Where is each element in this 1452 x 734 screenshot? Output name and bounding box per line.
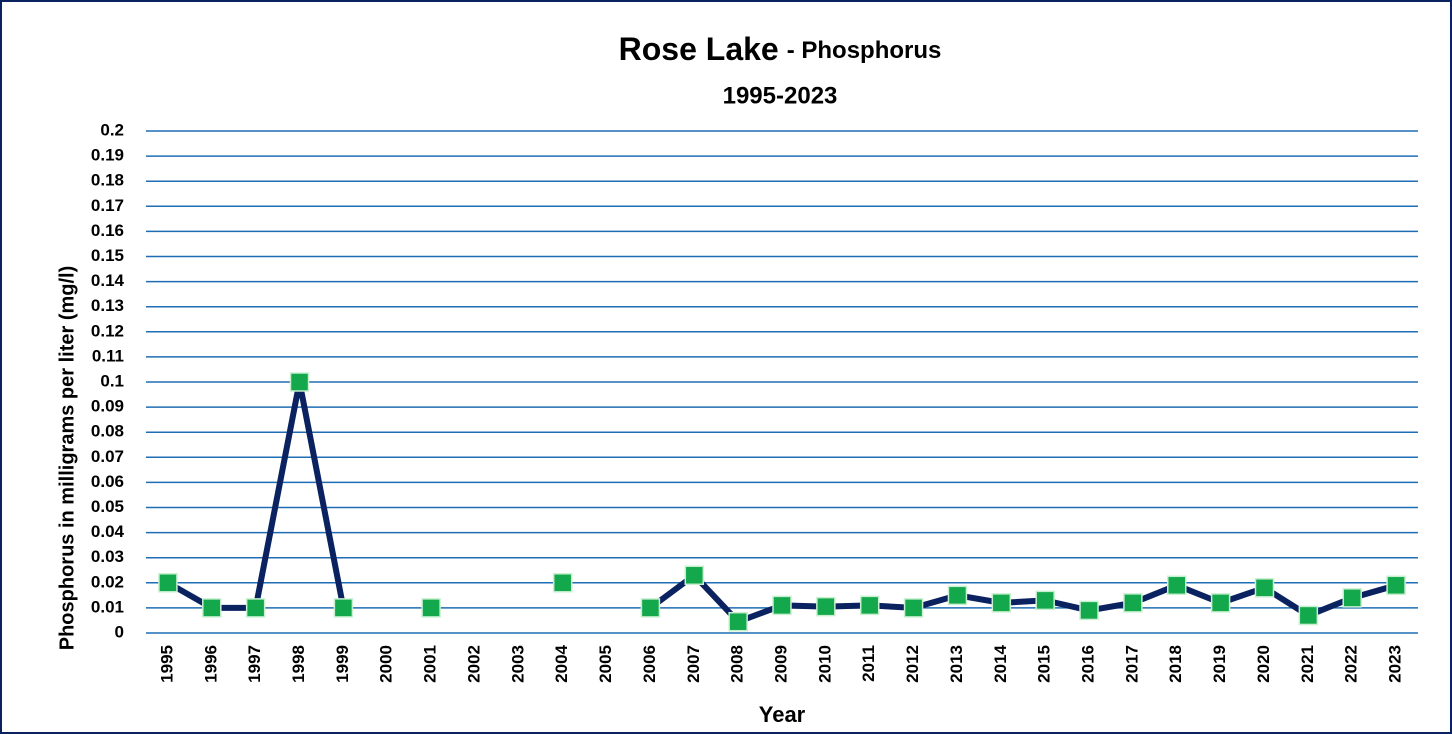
data-point — [333, 598, 354, 618]
x-tick-label: 2007 — [684, 645, 703, 683]
x-tick-label: 1995 — [157, 645, 176, 683]
x-tick-label: 2000 — [377, 645, 396, 683]
y-tick-label: 0 — [115, 622, 124, 641]
y-tick-label: 0.14 — [91, 271, 125, 290]
data-point — [1035, 590, 1055, 611]
x-tick-label: 2002 — [464, 645, 483, 683]
x-tick-label: 2016 — [1079, 645, 1098, 683]
y-tick-label: 0.04 — [91, 522, 125, 541]
data-point — [1210, 593, 1231, 613]
y-tick-label: 0.11 — [92, 346, 124, 365]
data-point — [816, 596, 836, 617]
data-point — [1123, 593, 1143, 613]
x-tick-label: 2017 — [1122, 645, 1141, 683]
data-point — [991, 593, 1012, 613]
y-tick-label: 0.02 — [91, 572, 124, 591]
x-tick-label: 2014 — [991, 644, 1010, 682]
data-point — [1254, 578, 1275, 598]
chart-title: Rose Lake - Phosphorus — [619, 31, 942, 67]
y-tick-label: 0.07 — [91, 447, 124, 466]
data-point — [158, 573, 178, 593]
x-tick-label: 2020 — [1254, 645, 1273, 683]
x-tick-label: 2018 — [1166, 645, 1185, 683]
y-tick-label: 0.05 — [91, 497, 124, 516]
y-tick-label: 0.03 — [91, 547, 124, 566]
y-tick-label: 0.09 — [91, 397, 124, 416]
y-tick-label: 0.01 — [91, 597, 124, 616]
x-tick-label: 2008 — [728, 645, 747, 683]
data-point — [202, 598, 222, 618]
x-tick-label: 2006 — [640, 645, 659, 683]
x-tick-label: 1996 — [201, 645, 220, 683]
y-tick-label: 0.19 — [91, 146, 124, 165]
y-tick-label: 0.17 — [91, 196, 124, 215]
data-point — [728, 611, 748, 632]
data-point — [1167, 575, 1187, 596]
data-point — [289, 372, 310, 392]
x-tick-label: 1999 — [333, 645, 352, 683]
x-tick-label: 2011 — [859, 645, 878, 682]
x-axis-label: Year — [759, 702, 806, 727]
x-tick-label: 2023 — [1386, 645, 1405, 683]
data-point — [1079, 600, 1099, 621]
x-tick-label: 2010 — [815, 645, 834, 683]
data-point — [684, 565, 705, 586]
x-tick-label: 2005 — [596, 645, 615, 683]
x-tick-label: 2022 — [1342, 645, 1361, 683]
y-tick-label: 0.16 — [91, 221, 124, 240]
x-tick-label: 1998 — [289, 645, 308, 683]
data-point — [947, 585, 968, 606]
chart-subtitle: 1995-2023 — [723, 82, 838, 109]
title-part: - Phosphorus — [787, 37, 942, 64]
x-tick-label: 2021 — [1298, 645, 1317, 683]
y-axis-label: Phosphorus in milligrams per liter (mg/l… — [56, 266, 78, 651]
data-point — [1298, 605, 1319, 626]
data-point — [1386, 575, 1406, 596]
x-tick-label: 2001 — [421, 645, 440, 683]
x-tick-label: 2012 — [903, 645, 922, 683]
data-point — [245, 598, 266, 618]
y-tick-label: 0.15 — [91, 246, 124, 265]
data-point — [640, 598, 661, 618]
x-tick-label: 2009 — [771, 645, 790, 683]
y-tick-label: 0.1 — [100, 371, 124, 390]
y-tick-label: 0.13 — [91, 296, 124, 315]
y-tick-label: 0.08 — [91, 422, 124, 441]
y-tick-label: 0.2 — [100, 120, 124, 139]
x-tick-label: 2003 — [508, 645, 527, 683]
data-point — [859, 595, 880, 616]
x-tick-label: 2019 — [1210, 645, 1229, 683]
data-point — [552, 573, 573, 593]
title-main: Rose Lake — [619, 31, 779, 67]
x-tick-label: 2013 — [947, 645, 966, 683]
data-point — [1342, 588, 1362, 608]
x-tick-label: 2004 — [552, 644, 571, 682]
x-tick-label: 2015 — [1035, 645, 1054, 683]
x-tick-label: 1997 — [245, 645, 264, 683]
y-tick-label: 0.06 — [91, 472, 124, 491]
data-point — [903, 598, 924, 618]
y-tick-label: 0.18 — [91, 171, 124, 190]
data-point — [772, 595, 792, 616]
data-point — [421, 598, 441, 618]
y-tick-label: 0.12 — [91, 321, 124, 340]
